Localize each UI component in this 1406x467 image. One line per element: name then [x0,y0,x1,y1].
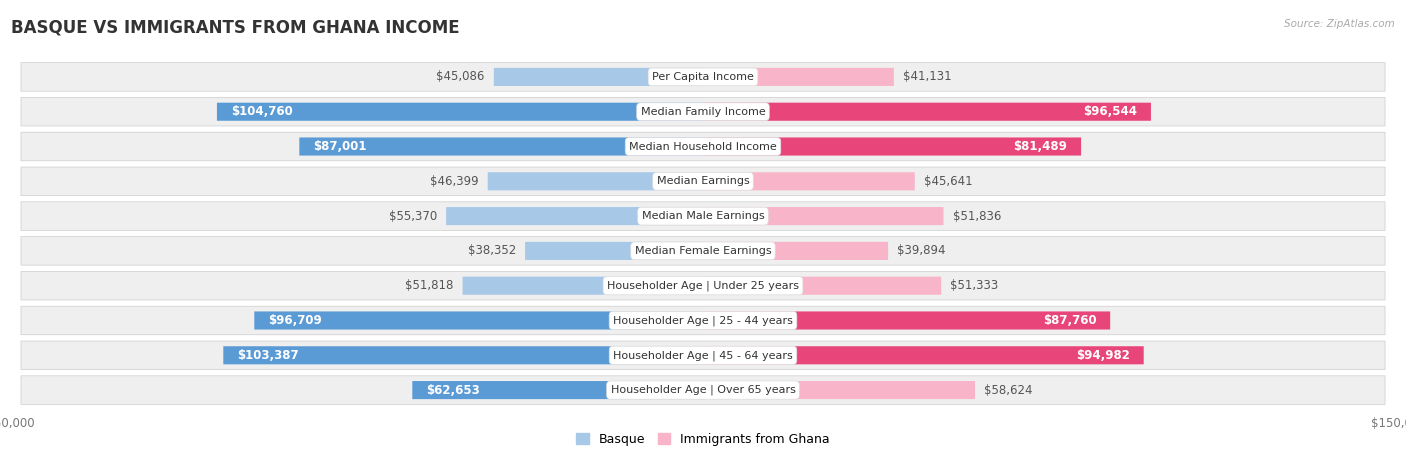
FancyBboxPatch shape [21,132,1385,161]
Text: $46,399: $46,399 [430,175,478,188]
Text: Householder Age | 45 - 64 years: Householder Age | 45 - 64 years [613,350,793,361]
Text: $51,333: $51,333 [950,279,998,292]
Text: BASQUE VS IMMIGRANTS FROM GHANA INCOME: BASQUE VS IMMIGRANTS FROM GHANA INCOME [11,19,460,37]
Text: $96,709: $96,709 [269,314,322,327]
FancyBboxPatch shape [463,276,703,295]
FancyBboxPatch shape [21,63,1385,91]
Text: $51,818: $51,818 [405,279,453,292]
FancyBboxPatch shape [21,306,1385,335]
FancyBboxPatch shape [703,346,1143,364]
FancyBboxPatch shape [21,271,1385,300]
FancyBboxPatch shape [703,68,894,86]
FancyBboxPatch shape [703,207,943,225]
Text: $58,624: $58,624 [984,383,1033,396]
Text: Median Household Income: Median Household Income [628,142,778,151]
FancyBboxPatch shape [21,98,1385,126]
FancyBboxPatch shape [524,242,703,260]
Text: $62,653: $62,653 [426,383,479,396]
FancyBboxPatch shape [703,172,915,191]
Text: $41,131: $41,131 [903,71,952,84]
FancyBboxPatch shape [299,137,703,156]
Text: Median Family Income: Median Family Income [641,107,765,117]
FancyBboxPatch shape [703,311,1111,330]
Text: $94,982: $94,982 [1076,349,1130,362]
FancyBboxPatch shape [21,341,1385,369]
Text: $87,760: $87,760 [1043,314,1097,327]
FancyBboxPatch shape [224,346,703,364]
FancyBboxPatch shape [703,242,889,260]
FancyBboxPatch shape [703,103,1152,121]
FancyBboxPatch shape [703,276,941,295]
FancyBboxPatch shape [494,68,703,86]
Text: $39,894: $39,894 [897,244,946,257]
Text: Per Capita Income: Per Capita Income [652,72,754,82]
FancyBboxPatch shape [21,376,1385,404]
FancyBboxPatch shape [217,103,703,121]
FancyBboxPatch shape [412,381,703,399]
Text: $51,836: $51,836 [953,210,1001,223]
Text: $96,544: $96,544 [1083,105,1137,118]
Text: $104,760: $104,760 [231,105,292,118]
Text: Source: ZipAtlas.com: Source: ZipAtlas.com [1284,19,1395,28]
Text: Householder Age | Under 25 years: Householder Age | Under 25 years [607,281,799,291]
FancyBboxPatch shape [703,381,974,399]
Text: $103,387: $103,387 [238,349,299,362]
FancyBboxPatch shape [703,137,1081,156]
Text: $45,086: $45,086 [436,71,485,84]
Text: $55,370: $55,370 [388,210,437,223]
Text: $87,001: $87,001 [314,140,367,153]
Text: $45,641: $45,641 [924,175,973,188]
Text: $38,352: $38,352 [468,244,516,257]
FancyBboxPatch shape [446,207,703,225]
Text: Median Male Earnings: Median Male Earnings [641,211,765,221]
Text: Householder Age | Over 65 years: Householder Age | Over 65 years [610,385,796,396]
Text: $81,489: $81,489 [1014,140,1067,153]
FancyBboxPatch shape [488,172,703,191]
FancyBboxPatch shape [21,167,1385,196]
Text: Median Earnings: Median Earnings [657,177,749,186]
Text: Median Female Earnings: Median Female Earnings [634,246,772,256]
FancyBboxPatch shape [254,311,703,330]
Text: Householder Age | 25 - 44 years: Householder Age | 25 - 44 years [613,315,793,326]
FancyBboxPatch shape [21,237,1385,265]
Legend: Basque, Immigrants from Ghana: Basque, Immigrants from Ghana [571,428,835,451]
FancyBboxPatch shape [21,202,1385,230]
